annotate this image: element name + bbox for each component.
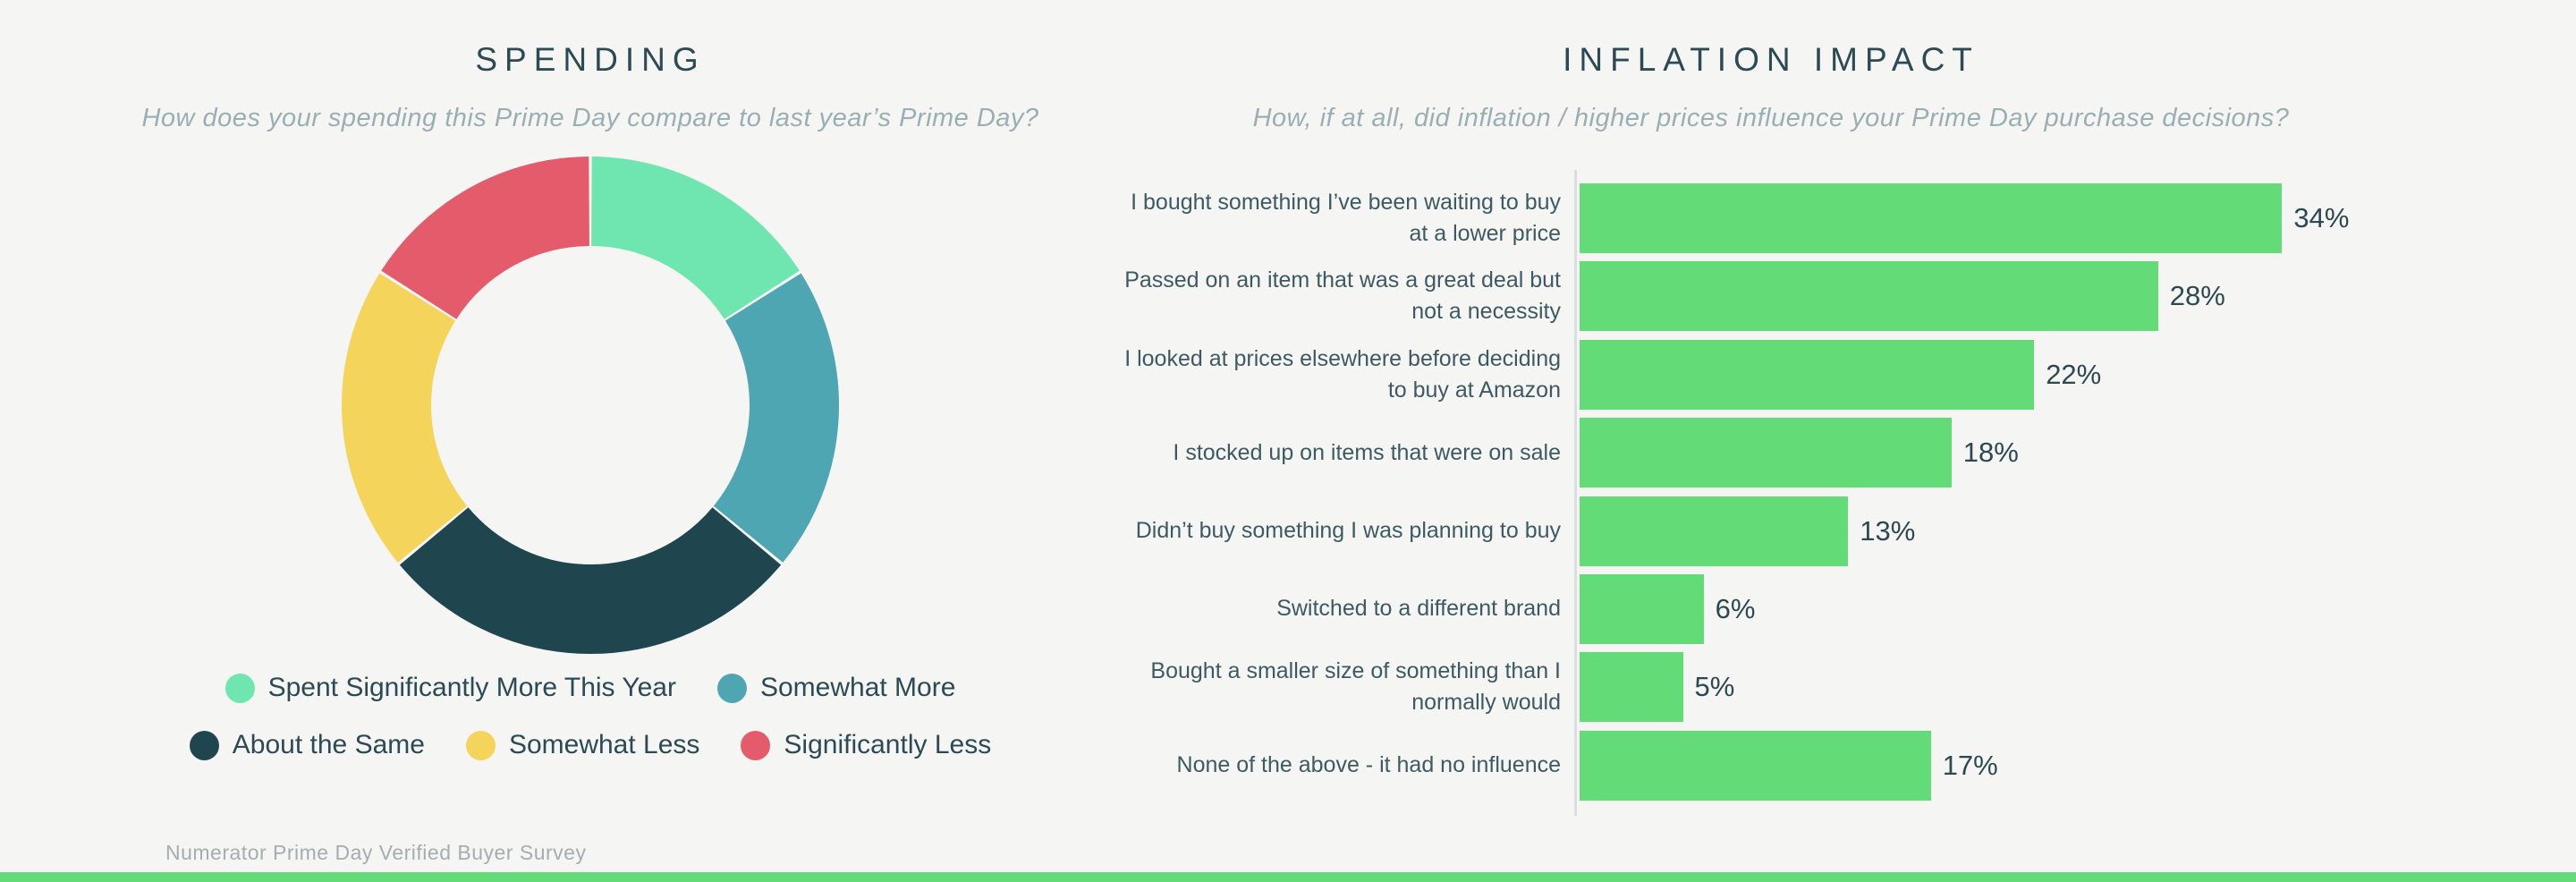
- bar-row: Passed on an item that was a great deal …: [1109, 261, 2540, 332]
- bar-row: Didn’t buy something I was planning to b…: [1109, 496, 2540, 566]
- legend-row: About the Same Somewhat Less Significantly…: [189, 730, 991, 760]
- bar-row: I looked at prices elsewhere before deci…: [1109, 339, 2540, 410]
- bar-category-label: Didn’t buy something I was planning to b…: [1135, 518, 1561, 544]
- bar-rect: [1580, 730, 1931, 801]
- inflation-bar-chart: I bought something I’ve been waiting to …: [1109, 183, 2540, 809]
- bar-value-label: 5%: [1694, 671, 1735, 703]
- bar-category-label: Passed on an item that was a great deal …: [1124, 267, 1561, 325]
- bar-category-label: Bought a smaller size of something than …: [1150, 658, 1561, 716]
- legend-item: Somewhat More: [716, 673, 956, 703]
- legend-row: Spent Significantly More This Year Somewh…: [225, 673, 956, 703]
- bar-value-label: 17%: [1942, 749, 1998, 781]
- spending-legend: Spent Significantly More This Year Somewh…: [54, 673, 1127, 760]
- legend-dot-icon: [465, 730, 496, 760]
- donut-segment: [342, 273, 468, 563]
- bar-value-label: 18%: [1962, 437, 2019, 469]
- legend-label: Somewhat More: [759, 673, 956, 702]
- legend-item: Somewhat Less: [465, 730, 700, 760]
- bar-category-label: Switched to a different brand: [1276, 596, 1561, 622]
- legend-item: Significantly Less: [741, 730, 991, 760]
- spending-title: SPENDING: [475, 41, 706, 78]
- bar-rect: [1580, 339, 2035, 410]
- donut-segment: [399, 506, 782, 654]
- bar-category-label: I bought something I’ve been waiting to …: [1131, 190, 1561, 246]
- bar-value-label: 34%: [2293, 202, 2350, 233]
- bottom-accent-bar: [0, 872, 2576, 882]
- bar-value-label: 13%: [1860, 514, 1916, 547]
- donut-segment: [381, 157, 591, 320]
- y-axis-line: [1574, 170, 1577, 816]
- legend-label: Somewhat Less: [508, 730, 700, 759]
- inflation-title: INFLATION IMPACT: [1563, 41, 1979, 78]
- bar-row: I bought something I’ve been waiting to …: [1109, 183, 2540, 253]
- legend-dot-icon: [189, 730, 219, 760]
- bar-rect: [1580, 418, 1952, 488]
- bar-category-label: None of the above - it had no influence: [1176, 752, 1561, 778]
- bar-rect: [1580, 183, 2283, 253]
- bar-row: None of the above - it had no influence 1…: [1109, 730, 2540, 801]
- legend-item: About the Same: [189, 730, 425, 760]
- legend-label: Spent Significantly More This Year: [267, 673, 676, 702]
- bar-value-label: 28%: [2169, 280, 2225, 312]
- bar-row: Bought a smaller size of something than …: [1109, 652, 2540, 723]
- legend-item: Spent Significantly More This Year: [225, 673, 676, 703]
- spending-subtitle: How does your spending this Prime Day co…: [141, 104, 1039, 132]
- bar-row: I stocked up on items that were on sale 1…: [1109, 418, 2540, 488]
- bar-category-label: I stocked up on items that were on sale: [1173, 439, 1561, 465]
- bar-row: Switched to a different brand 6%: [1109, 573, 2540, 644]
- bar-rect: [1580, 652, 1683, 723]
- legend-dot-icon: [716, 673, 747, 703]
- spending-donut-chart: [342, 157, 839, 654]
- bar-category-label: I looked at prices elsewhere before deci…: [1124, 345, 1561, 403]
- legend-label: Significantly Less: [784, 730, 992, 759]
- inflation-subtitle: How, if at all, did inflation / higher p…: [1252, 104, 2290, 132]
- bar-rect: [1580, 573, 1704, 644]
- inflation-panel: INFLATION IMPACT How, if at all, did inf…: [1234, 0, 2308, 132]
- spending-panel: SPENDING How does your spending this Pri…: [54, 0, 1127, 132]
- bar-rect: [1580, 261, 2158, 332]
- donut-segment: [713, 273, 839, 563]
- legend-label: About the Same: [232, 730, 425, 759]
- source-note: Numerator Prime Day Verified Buyer Surve…: [165, 841, 587, 864]
- legend-dot-icon: [741, 730, 771, 760]
- legend-dot-icon: [225, 673, 255, 703]
- bar-value-label: 6%: [1715, 592, 1756, 624]
- bar-value-label: 22%: [2046, 358, 2102, 390]
- donut-segment: [589, 157, 800, 320]
- bar-rect: [1580, 496, 1849, 566]
